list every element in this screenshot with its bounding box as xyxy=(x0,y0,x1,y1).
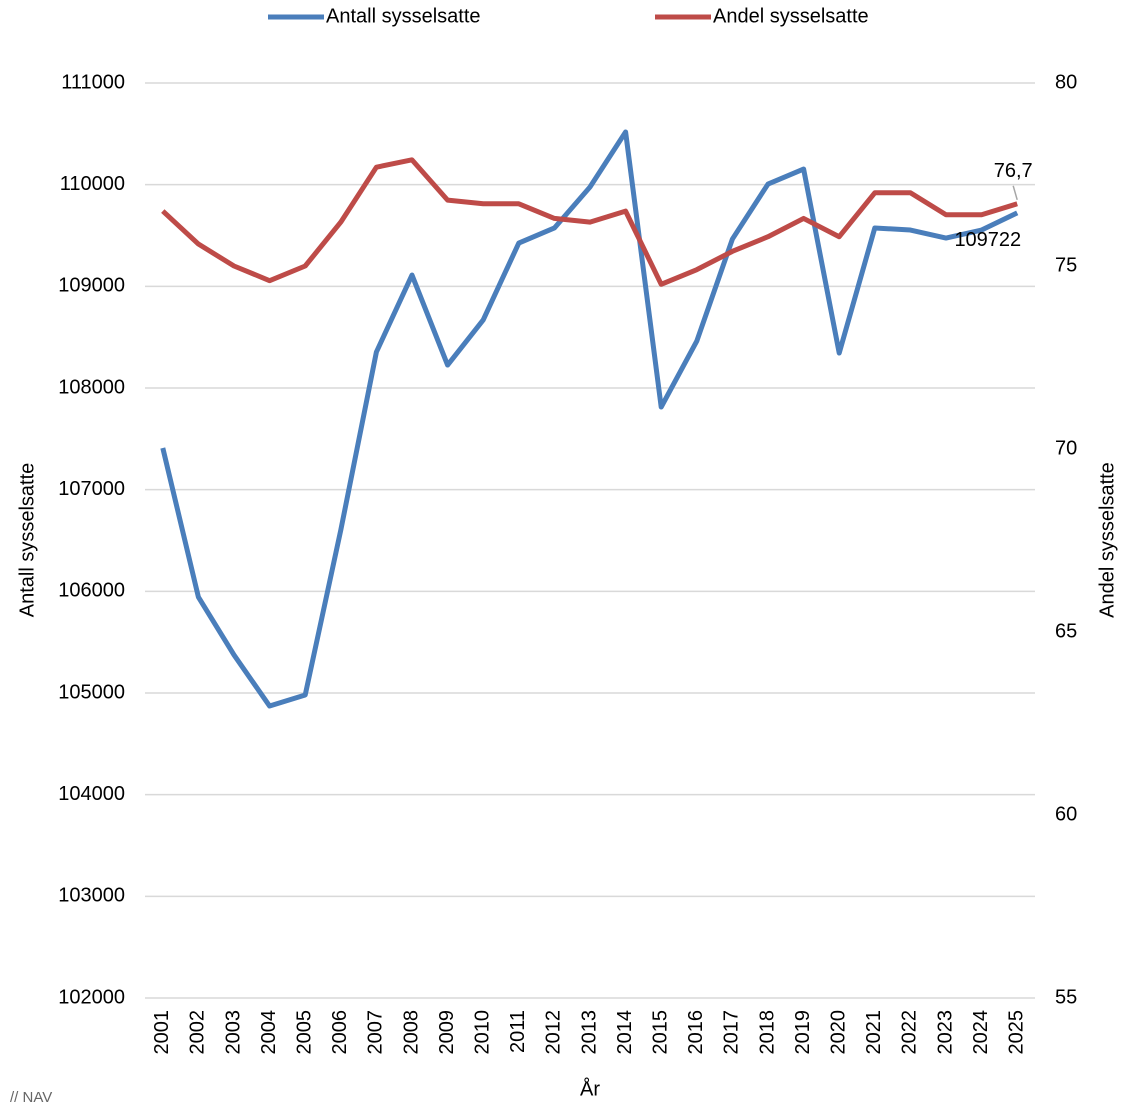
legend-label: Andel sysselsatte xyxy=(713,5,869,27)
legend-label: Antall sysselsatte xyxy=(326,5,481,27)
y-tick-label: 106000 xyxy=(58,580,125,602)
y-tick-label: 110000 xyxy=(60,173,125,195)
y2-tick-label: 65 xyxy=(1055,620,1077,642)
y-tick-label: 111000 xyxy=(61,71,125,93)
x-tick-label: 2003 xyxy=(222,1010,244,1055)
x-tick-label: 2017 xyxy=(721,1010,743,1055)
x-tick-label: 2019 xyxy=(792,1010,814,1055)
x-tick-label: 2021 xyxy=(863,1010,885,1055)
x-tick-label: 2022 xyxy=(899,1010,921,1055)
x-tick-label: 2013 xyxy=(578,1010,600,1055)
x-tick-label: 2007 xyxy=(365,1010,387,1055)
x-tick-label: 2015 xyxy=(649,1010,671,1055)
x-tick-label: 2020 xyxy=(827,1010,849,1055)
x-tick-label: 2011 xyxy=(507,1010,529,1053)
y-tick-label: 107000 xyxy=(58,478,125,500)
x-tick-label: 2001 xyxy=(151,1010,173,1055)
data-label: 76,7 xyxy=(994,160,1033,182)
label-leader xyxy=(1012,185,1018,200)
x-tick-label: 2010 xyxy=(471,1010,493,1055)
x-tick-label: 2009 xyxy=(436,1010,458,1055)
y2-tick-label: 55 xyxy=(1055,986,1077,1008)
y2-tick-label: 70 xyxy=(1055,437,1077,459)
y2-tick-label: 80 xyxy=(1055,71,1077,93)
series-line xyxy=(161,157,1018,287)
y-tick-label: 104000 xyxy=(58,783,125,805)
y2-tick-label: 60 xyxy=(1055,803,1077,825)
y-tick-label: 109000 xyxy=(58,275,125,297)
x-tick-label: 2012 xyxy=(543,1010,565,1055)
x-tick-label: 2025 xyxy=(1005,1010,1027,1055)
data-label: 109722 xyxy=(954,229,1021,251)
x-tick-label: 2018 xyxy=(756,1010,778,1055)
x-tick-label: 2024 xyxy=(970,1010,992,1055)
x-tick-label: 2005 xyxy=(293,1010,315,1055)
footer: // NAV xyxy=(10,1089,52,1103)
x-tick-label: 2014 xyxy=(614,1010,636,1055)
x-tick-label: 2006 xyxy=(329,1010,351,1055)
y-tick-label: 103000 xyxy=(58,885,125,907)
x-tick-label: 2004 xyxy=(258,1010,280,1055)
x-axis-label: År xyxy=(580,1077,600,1100)
x-tick-label: 2002 xyxy=(187,1010,209,1055)
y2-tick-label: 75 xyxy=(1055,254,1077,276)
y-axis-label: Antall sysselsatte xyxy=(16,463,38,618)
x-tick-label: 2016 xyxy=(685,1010,707,1055)
x-tick-label: 2023 xyxy=(934,1010,956,1055)
y-tick-label: 102000 xyxy=(58,986,125,1008)
y2-axis-label: Andel sysselsatte xyxy=(1096,462,1118,618)
y-tick-label: 108000 xyxy=(58,376,125,398)
x-tick-label: 2008 xyxy=(400,1010,422,1055)
series-line xyxy=(160,129,1019,709)
y-tick-label: 105000 xyxy=(58,681,125,703)
